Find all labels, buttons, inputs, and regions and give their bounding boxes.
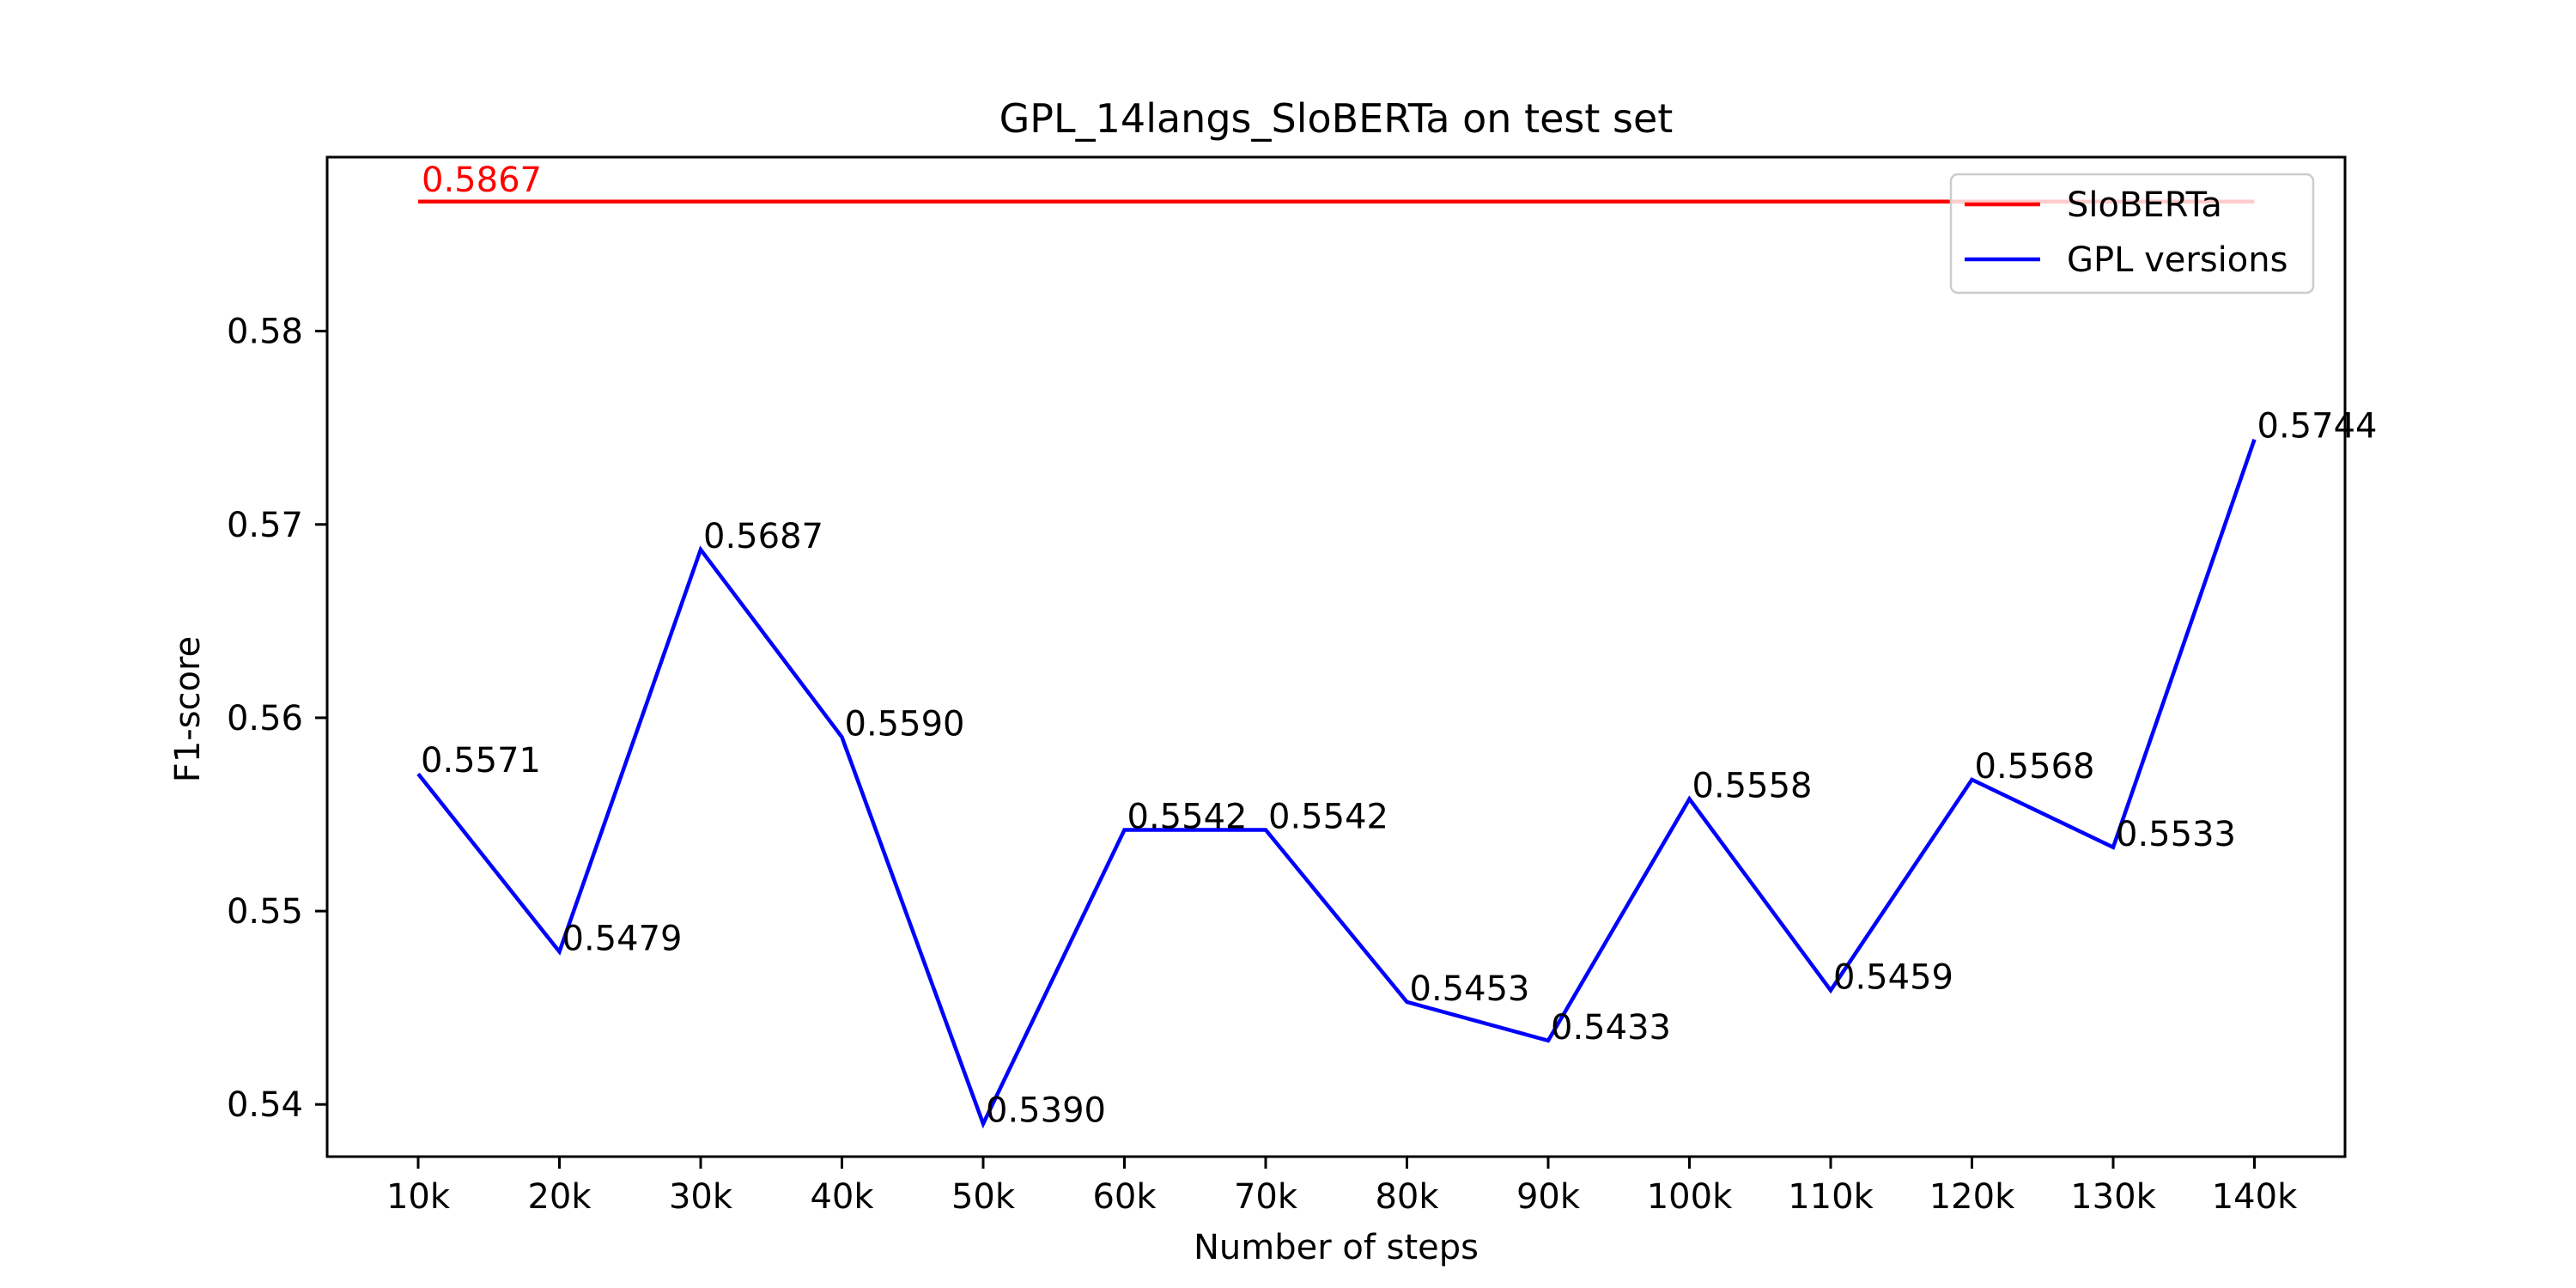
x-tick-label: 140k [2212, 1177, 2298, 1217]
plot-area: 10k 20k 30k 40k 50k 60k 70k 80k 90k 100k 110k 120k 1… [227, 155, 2378, 1217]
x-tick-label: 110k [1788, 1177, 1874, 1217]
y-axis-title: F1-score [168, 636, 208, 782]
legend-box [1949, 173, 2315, 295]
data-point-label: 0.5479 [562, 919, 683, 958]
y-tick-label: 0.55 [227, 892, 303, 932]
x-tick-label: 30k [669, 1177, 733, 1217]
data-point-label: 0.5568 [1975, 747, 2095, 787]
x-tick-label: 20k [527, 1177, 592, 1217]
x-tick-label: 100k [1647, 1177, 1733, 1217]
y-tick-label: 0.57 [227, 506, 303, 545]
data-point-label: 0.5453 [1410, 969, 1530, 1009]
legend-label: SloBERTa [2067, 185, 2222, 225]
x-tick-label: 130k [2070, 1177, 2156, 1217]
x-tick-label: 50k [951, 1177, 1016, 1217]
data-point-label: 0.5744 [2257, 407, 2378, 447]
x-tick-label: 40k [810, 1177, 874, 1217]
data-point-label: 0.5687 [703, 517, 823, 556]
data-point-label: 0.5542 [1127, 798, 1248, 837]
plot-frame [325, 155, 2347, 1158]
legend: SloBERTa GPL versions [1949, 173, 2315, 295]
y-tick-label: 0.58 [227, 313, 303, 352]
legend-label: GPL versions [2067, 240, 2287, 280]
x-tick-label: 120k [1929, 1177, 2015, 1217]
y-tick-label: 0.56 [227, 699, 303, 738]
data-point-label: 0.5533 [2116, 815, 2236, 854]
data-point-label: 0.5459 [1833, 957, 1953, 997]
data-point-label: 0.5542 [1268, 798, 1388, 837]
x-axis-title: Number of steps [1194, 1228, 1479, 1267]
data-point-label: 0.5558 [1692, 766, 1813, 805]
data-point-label: 0.5433 [1551, 1008, 1671, 1048]
data-point-label: 0.5590 [845, 704, 965, 744]
series-line-gpl-versions [416, 438, 2257, 1129]
chart-title: GPL_14langs_SloBERTa on test set [999, 95, 1674, 142]
x-tick-label: 10k [386, 1177, 451, 1217]
x-tick-label: 80k [1375, 1177, 1439, 1217]
baseline-data-label: 0.5867 [422, 161, 542, 200]
data-point-label: 0.5390 [986, 1091, 1106, 1131]
x-tick-label: 60k [1092, 1177, 1157, 1217]
data-point-label: 0.5571 [421, 741, 541, 781]
x-tick-label: 70k [1234, 1177, 1298, 1217]
x-tick-label: 90k [1516, 1177, 1581, 1217]
y-tick-label: 0.54 [227, 1085, 303, 1125]
